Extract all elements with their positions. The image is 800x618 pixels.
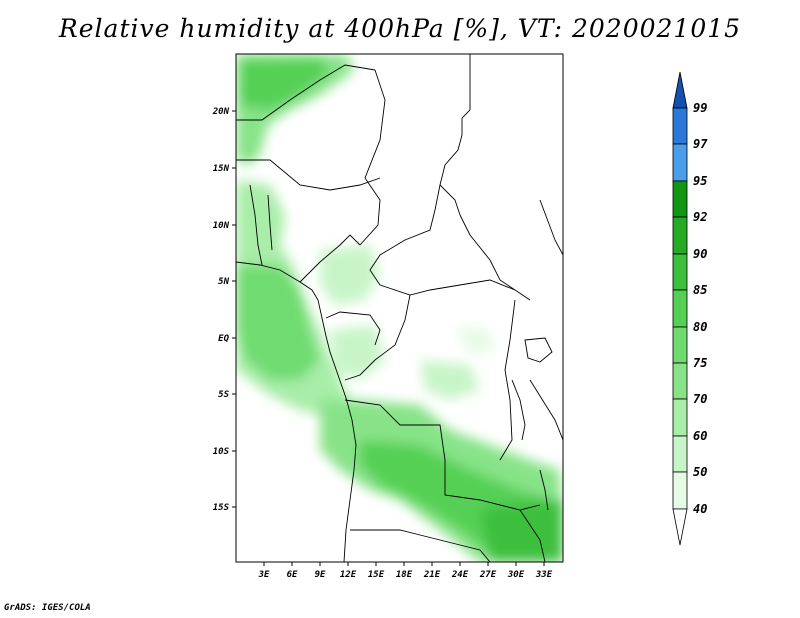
colorbar-bin-50-60	[672, 435, 688, 473]
lon-tick-label: 18E	[396, 570, 413, 580]
lon-tick-label: 9E	[315, 570, 326, 580]
coastline-west-africa	[236, 261, 357, 562]
map-title: Relative humidity at 400hPa [%], VT: 202…	[58, 14, 742, 43]
colorbar-label: 70	[693, 392, 707, 406]
colorbar-label: 85	[693, 283, 707, 297]
colorbar-bin-92-95	[672, 180, 688, 218]
lat-tick-label: 10S	[213, 447, 230, 457]
humidity-zone-gulf	[236, 265, 320, 380]
border-nigeria-cameroon	[299, 234, 361, 283]
colorbar-bin-75-80	[672, 326, 688, 364]
lon-tick-label: 12E	[340, 570, 357, 580]
border-sudan-chad	[369, 184, 441, 286]
colorbar-bottom-arrow	[672, 508, 688, 546]
lat-tick-label: 15S	[213, 503, 230, 513]
colorbar-bin-60-70	[672, 398, 688, 437]
colorbar-label: 99	[693, 101, 707, 115]
border-west-small-2	[267, 194, 273, 251]
humidity-zone-congo-patch	[330, 325, 385, 380]
colorbar-label: 90	[693, 247, 707, 261]
humidity-zone-east-patch	[420, 360, 480, 400]
humidity-zone-southeast-core	[480, 500, 563, 562]
colorbar-label: 75	[693, 356, 707, 370]
border-ethiopia	[539, 199, 563, 256]
colorbar-label: 97	[693, 137, 708, 151]
border-sudan-east	[459, 214, 531, 301]
colorbar-bin-90-92	[672, 216, 688, 255]
latitude-axis: 20N 15N 10N 5N EQ 5S 10S 15S	[212, 107, 236, 513]
lat-tick-label: 10N	[213, 221, 230, 231]
lon-tick-label: 21E	[423, 570, 441, 580]
colorbar-label: 40	[693, 502, 707, 516]
lon-tick-label: 15E	[368, 570, 385, 580]
colorbar-bin-80-85	[672, 289, 688, 328]
lat-tick-label: 15N	[213, 164, 230, 174]
colorbar-label: 92	[693, 210, 707, 224]
lon-tick-label: 24E	[451, 570, 469, 580]
colorbar-label: 95	[693, 174, 707, 188]
longitude-axis: 3E 6E 9E 12E 15E 18E 21E 24E 27E 30E 33E	[258, 562, 553, 580]
colorbar-label: 80	[693, 320, 707, 334]
border-drc-east	[499, 299, 516, 461]
lon-tick-label: 3E	[258, 570, 270, 580]
colorbar-bin-85-90	[672, 253, 688, 291]
colorbar-top-arrow	[672, 71, 688, 109]
border-tanzania	[529, 379, 563, 441]
border-mozambique	[519, 509, 546, 562]
colorbar	[672, 71, 688, 546]
lat-tick-label: 5N	[218, 277, 229, 287]
colorbar-bin-40-50	[672, 471, 688, 510]
lake-malawi	[539, 469, 549, 511]
lat-tick-label: 5S	[218, 390, 229, 400]
border-gabon-congo	[325, 311, 381, 346]
humidity-shading	[236, 54, 563, 562]
border-algeria-niger	[236, 64, 376, 121]
border-car	[379, 279, 516, 296]
grads-credit: GrADS: IGES/COLA	[4, 603, 91, 613]
humidity-zone-northwest-core	[240, 58, 330, 110]
border-angola-south	[350, 529, 441, 541]
colorbar-bin-95-97	[672, 143, 688, 182]
map-frame	[235, 53, 564, 563]
colorbar-label: 50	[693, 465, 707, 479]
lon-tick-label: 30E	[507, 570, 525, 580]
colorbar-bin-70-75	[672, 362, 688, 400]
lake-victoria	[524, 337, 553, 363]
colorbar-label: 60	[693, 429, 707, 443]
border-drc-west	[344, 294, 411, 381]
border-sahel	[236, 159, 381, 191]
lon-tick-label: 27E	[479, 570, 497, 580]
country-borders	[236, 54, 563, 562]
lon-tick-label: 33E	[535, 570, 553, 580]
lon-tick-label: 6E	[287, 570, 298, 580]
border-angola-north	[344, 399, 446, 461]
border-egypt-libya	[439, 54, 471, 216]
lake-tanganyika	[511, 379, 526, 441]
lat-tick-label: 20N	[212, 107, 230, 117]
border-west-small	[249, 184, 263, 266]
humidity-zone-lakes-patch	[455, 325, 495, 355]
border-zambia	[444, 460, 541, 511]
colorbar-bin-97-99	[672, 107, 688, 145]
humidity-zone-central-patch	[320, 245, 380, 305]
colorbar-labels: 99 97 95 92 90 85 80 75 70 60 50 40	[693, 101, 708, 516]
border-namibia	[439, 539, 491, 562]
border-libya-chad	[359, 69, 386, 246]
lat-tick-label: EQ	[218, 334, 229, 344]
